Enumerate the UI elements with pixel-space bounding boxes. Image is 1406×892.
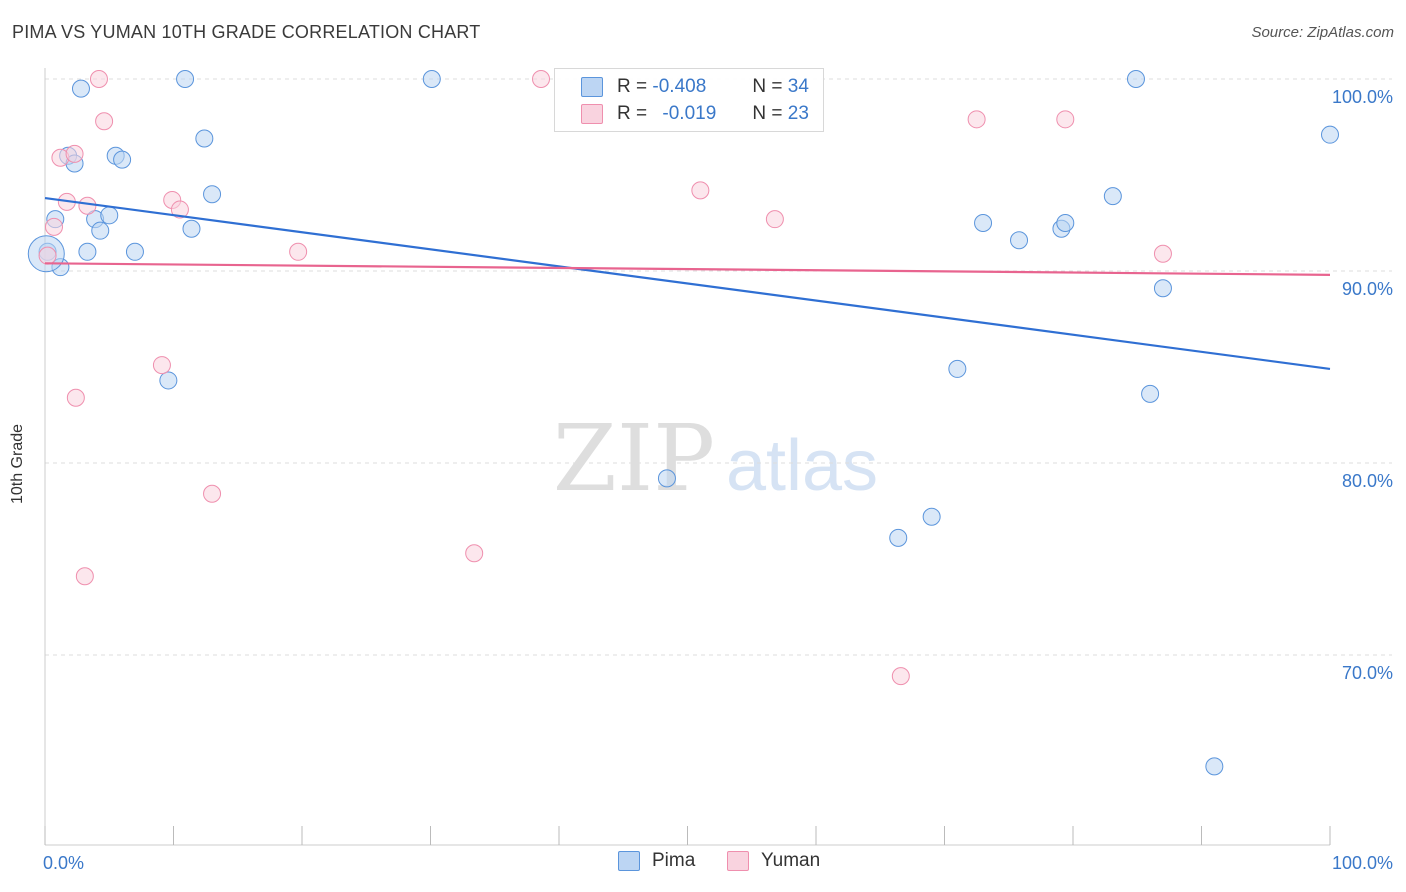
pima-point-16 bbox=[195, 129, 214, 148]
pima-point-11 bbox=[113, 150, 132, 169]
yuman-point-8 bbox=[89, 70, 108, 88]
y-tick-label-0: 100.0% bbox=[1332, 87, 1393, 107]
y-axis-label-wrap: 10th Grade bbox=[8, 420, 48, 520]
pima-trend-line bbox=[44, 196, 1331, 371]
yuman-legend-swatch bbox=[727, 851, 749, 871]
yuman-point-4 bbox=[65, 144, 84, 163]
yuman-point-15 bbox=[465, 544, 484, 563]
series-legend-pima[interactable]: Pima bbox=[618, 850, 695, 872]
y-axis-label: 10th Grade bbox=[9, 423, 27, 505]
data-points bbox=[27, 70, 1339, 776]
yuman-point-0 bbox=[38, 246, 57, 265]
yuman-point-10 bbox=[152, 356, 171, 375]
yuman-n-label: N = bbox=[752, 103, 783, 124]
pima-point-20 bbox=[889, 528, 908, 547]
pima-n-value: 34 bbox=[787, 76, 809, 97]
yuman-r-label: R = bbox=[617, 103, 648, 124]
x-tick-label-1: 100.0% bbox=[1332, 853, 1393, 873]
pima-r-value: -0.408 bbox=[652, 76, 707, 97]
yuman-point-12 bbox=[170, 200, 189, 219]
pima-swatch bbox=[581, 77, 603, 97]
correlation-legend: R = -0.408 N = 34 R = -0.019 N = 23 bbox=[554, 68, 824, 132]
pima-point-30 bbox=[1153, 279, 1172, 298]
pima-point-13 bbox=[159, 371, 178, 390]
yuman-point-5 bbox=[66, 388, 85, 407]
yuman-point-9 bbox=[95, 112, 114, 131]
y-tick-label-3: 70.0% bbox=[1342, 663, 1393, 683]
pima-point-8 bbox=[91, 221, 110, 240]
pima-point-21 bbox=[922, 507, 941, 526]
pima-legend-swatch bbox=[618, 851, 640, 871]
y-tick-label-1: 90.0% bbox=[1342, 279, 1393, 299]
yuman-point-16 bbox=[532, 70, 551, 88]
pima-legend-label: Pima bbox=[652, 850, 696, 871]
yuman-legend-label: Yuman bbox=[761, 850, 821, 871]
series-legend: Pima Yuman bbox=[0, 850, 1406, 878]
y-tick-label-2: 80.0% bbox=[1342, 471, 1393, 491]
trend-lines bbox=[44, 196, 1331, 371]
pima-point-31 bbox=[1205, 757, 1224, 776]
pima-point-18 bbox=[422, 70, 441, 88]
yuman-point-19 bbox=[891, 667, 910, 686]
pima-point-22 bbox=[948, 359, 967, 378]
pima-point-5 bbox=[71, 79, 90, 98]
yuman-r-value: -0.019 bbox=[662, 103, 717, 124]
yuman-point-1 bbox=[44, 217, 63, 236]
yuman-point-18 bbox=[765, 210, 784, 229]
yuman-n-value: 23 bbox=[787, 103, 809, 124]
pima-point-6 bbox=[78, 242, 97, 261]
pima-n-label: N = bbox=[752, 76, 783, 97]
pima-point-24 bbox=[1010, 231, 1029, 250]
pima-point-14 bbox=[176, 70, 195, 88]
source-label: Source: ZipAtlas.com bbox=[1251, 24, 1394, 41]
pima-point-27 bbox=[1103, 187, 1122, 206]
pima-r-label: R = bbox=[617, 76, 648, 97]
grid-lines bbox=[45, 78, 1392, 656]
pima-point-9 bbox=[100, 206, 119, 225]
watermark-zip: ZIP bbox=[553, 405, 715, 512]
yuman-point-14 bbox=[289, 242, 308, 261]
chart-title: PIMA VS YUMAN 10TH GRADE CORRELATION CHA… bbox=[12, 22, 481, 42]
tick-labels: 100.0% 90.0% 80.0% 70.0% 0.0% 100.0% bbox=[43, 87, 1393, 873]
pima-point-23 bbox=[974, 214, 993, 232]
legend-row-yuman: R = -0.019 N = 23 bbox=[581, 101, 809, 127]
yuman-point-13 bbox=[203, 484, 222, 503]
pima-point-29 bbox=[1141, 384, 1160, 403]
watermark-atlas: atlas bbox=[726, 426, 878, 506]
pima-point-12 bbox=[125, 242, 144, 261]
yuman-point-21 bbox=[1056, 110, 1075, 129]
series-legend-yuman[interactable]: Yuman bbox=[727, 850, 820, 872]
yuman-point-6 bbox=[75, 567, 94, 586]
pima-point-15 bbox=[182, 219, 201, 238]
pima-point-19 bbox=[657, 469, 676, 488]
pima-point-28 bbox=[1126, 70, 1145, 88]
pima-point-17 bbox=[203, 185, 222, 204]
legend-row-pima: R = -0.408 N = 34 bbox=[581, 74, 809, 100]
pima-point-32 bbox=[1321, 125, 1339, 144]
x-tick-label-0: 0.0% bbox=[43, 853, 84, 873]
axes bbox=[44, 68, 1331, 846]
yuman-point-17 bbox=[691, 181, 710, 200]
yuman-swatch bbox=[581, 104, 603, 124]
pima-point-26 bbox=[1056, 214, 1075, 232]
yuman-point-22 bbox=[1153, 244, 1172, 263]
yuman-point-20 bbox=[967, 110, 986, 129]
yuman-trend-line bbox=[44, 262, 1331, 276]
yuman-point-7 bbox=[78, 196, 97, 215]
